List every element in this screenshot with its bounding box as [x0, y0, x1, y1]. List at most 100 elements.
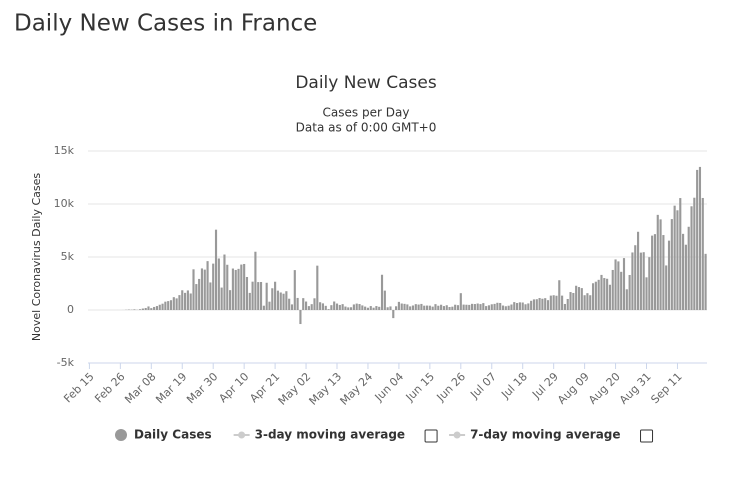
bar: [501, 305, 505, 310]
bar: [358, 304, 361, 310]
bar: [561, 295, 564, 310]
bar: [622, 258, 626, 310]
bar: [209, 282, 212, 310]
legend-checkbox[interactable]: [424, 429, 438, 443]
legend-marker: [238, 431, 246, 439]
x-tick-label: Aug 31: [617, 370, 654, 407]
bar: [696, 169, 699, 310]
bar: [327, 309, 330, 310]
bar: [448, 307, 451, 310]
bar: [682, 233, 685, 310]
bar: [254, 251, 257, 310]
bar: [133, 309, 136, 310]
bar: [670, 219, 673, 310]
bar: [459, 293, 462, 310]
bar: [335, 303, 339, 310]
bar: [583, 295, 586, 310]
x-tick-label: Mar 08: [122, 370, 158, 406]
bar: [364, 306, 367, 310]
bar: [617, 261, 620, 310]
bar: [656, 214, 659, 310]
bar: [679, 198, 682, 310]
bar: [445, 305, 448, 310]
legend-label: 7-day moving average: [470, 428, 620, 442]
bar: [155, 306, 159, 310]
bar: [372, 307, 375, 310]
chart-note: Data as of 0:00 GMT+0: [296, 121, 437, 135]
bar: [693, 197, 696, 310]
bar: [603, 278, 606, 310]
bar: [195, 284, 198, 310]
bar: [217, 258, 220, 310]
bar: [606, 278, 609, 310]
bar: [572, 292, 575, 310]
bar: [524, 304, 527, 310]
bar: [206, 261, 209, 310]
bar: [153, 306, 156, 310]
bar: [181, 290, 184, 310]
bar: [411, 305, 415, 310]
bar: [575, 285, 578, 310]
x-tick-label: Aug 20: [586, 370, 623, 407]
bar: [538, 298, 541, 310]
bar: [380, 274, 384, 310]
bar: [468, 304, 471, 310]
bar: [164, 301, 167, 310]
bar: [352, 304, 355, 310]
x-tick-label: Jul 07: [467, 370, 499, 402]
bar: [490, 304, 493, 310]
bar: [456, 305, 460, 310]
bar: [470, 303, 474, 310]
bar: [293, 270, 296, 310]
x-tick-label: Feb 26: [92, 370, 127, 405]
bar: [203, 269, 206, 310]
bar: [265, 282, 268, 310]
bar: [400, 303, 403, 310]
bar: [302, 298, 305, 310]
bar: [589, 295, 592, 310]
bar: [577, 287, 581, 310]
bar: [150, 308, 153, 310]
chart-subtitle: Cases per Day: [323, 106, 410, 120]
bar: [636, 231, 640, 310]
bar: [274, 281, 277, 310]
bar: [586, 293, 589, 310]
bar: [552, 295, 555, 310]
bar: [563, 303, 566, 310]
bar: [437, 305, 440, 310]
bar: [546, 300, 550, 310]
x-tick-label: Feb 15: [61, 370, 96, 405]
y-tick-label: 10k: [54, 197, 75, 210]
bar: [454, 304, 457, 310]
bar: [482, 303, 485, 310]
bar: [198, 278, 201, 310]
legend-marker: [453, 431, 461, 439]
bar: [479, 304, 482, 310]
bar: [285, 291, 288, 310]
bar: [541, 298, 544, 310]
bar: [420, 303, 423, 310]
bar: [558, 280, 561, 310]
bar: [513, 302, 516, 310]
x-tick-label: Jun 15: [403, 370, 437, 404]
bar: [375, 306, 378, 310]
bar: [634, 245, 637, 310]
bar: [392, 310, 395, 319]
bar: [366, 307, 370, 310]
bar: [167, 301, 170, 310]
bar: [569, 292, 572, 310]
bar: [662, 235, 665, 310]
bar: [169, 300, 173, 310]
bar: [690, 206, 693, 310]
bar: [403, 303, 406, 310]
bar: [262, 305, 265, 310]
bar: [369, 306, 372, 310]
bar: [243, 263, 246, 310]
bar: [248, 292, 251, 310]
legend-checkbox[interactable]: [640, 429, 654, 443]
x-tick-label: Jun 26: [434, 370, 468, 404]
bar: [316, 265, 319, 310]
bar: [226, 264, 229, 310]
bar: [234, 269, 237, 310]
